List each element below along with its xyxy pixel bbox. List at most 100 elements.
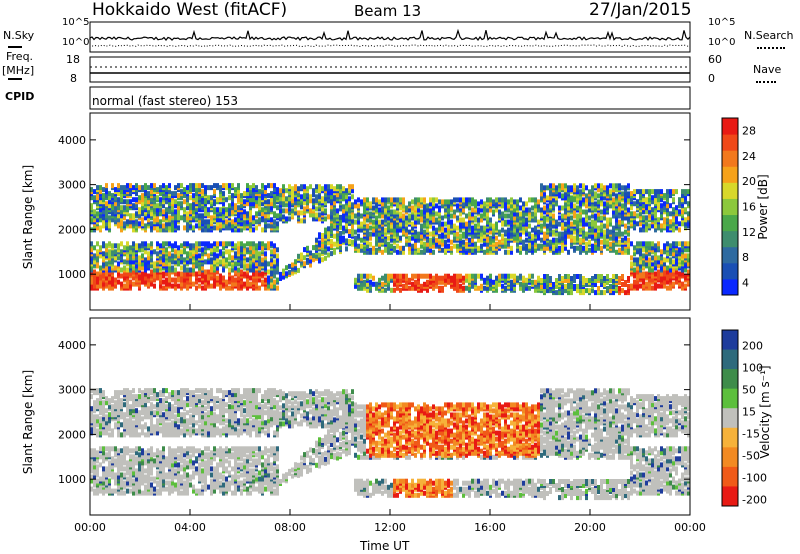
heatmap-cell <box>546 284 549 289</box>
heatmap-cell <box>660 283 663 289</box>
heatmap-cell <box>243 199 246 205</box>
heatmap-cell <box>165 281 168 287</box>
heatmap-cell <box>330 194 333 200</box>
heatmap-cell <box>231 193 234 199</box>
heatmap-cell <box>144 183 147 189</box>
heatmap-cell <box>186 259 189 265</box>
heatmap-cell <box>270 249 273 255</box>
heatmap-cell <box>126 205 129 211</box>
heatmap-cell <box>594 227 597 233</box>
heatmap-cell <box>336 232 339 238</box>
heatmap-cell <box>501 197 504 203</box>
heatmap-cell <box>249 189 252 195</box>
heatmap-cell <box>621 249 624 255</box>
heatmap-cell <box>246 211 249 217</box>
heatmap-cell <box>564 274 567 279</box>
heatmap-cell <box>339 224 342 230</box>
heatmap-cell <box>543 185 546 191</box>
heatmap-cell <box>114 265 117 271</box>
heatmap-cell <box>321 243 324 249</box>
heatmap-cell <box>663 217 666 223</box>
heatmap-cell <box>399 211 402 217</box>
heatmap-cell <box>414 205 417 211</box>
heatmap-cell <box>339 237 342 242</box>
heatmap-cell <box>666 285 669 291</box>
heatmap-cell <box>120 197 123 203</box>
heatmap-cell <box>204 283 207 289</box>
heatmap-cell <box>183 247 186 253</box>
heatmap-cell <box>327 184 330 190</box>
heatmap-cell <box>558 274 561 279</box>
heatmap-cell <box>375 203 378 209</box>
heatmap-cell <box>273 243 276 249</box>
heatmap-cell <box>366 243 369 249</box>
heatmap-cell <box>489 245 492 251</box>
heatmap-cell <box>504 213 507 219</box>
heatmap-cell <box>153 267 156 273</box>
heatmap-cell <box>390 201 393 207</box>
heatmap-cell <box>645 227 648 233</box>
heatmap-cell <box>582 217 585 223</box>
heatmap-cell <box>132 241 135 247</box>
heatmap-cell <box>429 207 432 213</box>
heatmap-cell <box>606 185 609 191</box>
heatmap-cell <box>594 282 597 287</box>
heatmap-cell <box>483 233 486 239</box>
heatmap-cell <box>420 239 423 245</box>
heatmap-cell <box>189 259 192 265</box>
heatmap-cell <box>546 278 549 283</box>
heatmap-cell <box>480 273 483 279</box>
heatmap-cell <box>96 468 99 474</box>
heatmap-cell <box>381 201 384 207</box>
heatmap-cell <box>501 211 504 217</box>
heatmap-cell <box>420 209 423 215</box>
heatmap-cell <box>366 287 369 293</box>
heatmap-cell <box>435 283 438 289</box>
heatmap-cell <box>663 243 666 249</box>
heatmap-cell <box>249 267 252 273</box>
heatmap-cell <box>639 205 642 211</box>
heatmap-cell <box>174 199 177 205</box>
heatmap-cell <box>174 219 177 225</box>
heatmap-cell <box>354 199 357 205</box>
heatmap-cell <box>144 275 147 281</box>
heatmap-cell <box>519 285 522 291</box>
heatmap-cell <box>234 251 237 257</box>
heatmap-cell <box>480 243 483 249</box>
heatmap-cell <box>270 283 273 289</box>
heatmap-cell <box>222 251 225 257</box>
heatmap-cell <box>105 408 108 414</box>
heatmap-cell <box>132 185 135 191</box>
heatmap-cell <box>636 241 639 247</box>
heatmap-cell <box>648 223 651 229</box>
heatmap-cell <box>462 201 465 207</box>
heatmap-cell <box>90 283 93 289</box>
heatmap-cell <box>420 197 423 203</box>
heatmap-cell <box>432 281 435 287</box>
heatmap-cell <box>456 285 459 291</box>
heatmap-cell <box>648 197 651 203</box>
heatmap-cell <box>465 229 468 235</box>
heatmap-cell <box>105 261 108 267</box>
heatmap-cell <box>252 267 255 273</box>
heatmap-cell <box>513 215 516 221</box>
heatmap-cell <box>156 187 159 193</box>
heatmap-cell <box>324 196 327 202</box>
heatmap-cell <box>471 273 474 279</box>
heatmap-cell <box>183 241 186 247</box>
heatmap-cell <box>108 253 111 259</box>
heatmap-cell <box>561 231 564 237</box>
heatmap-cell <box>237 271 240 277</box>
heatmap-cell <box>654 259 657 265</box>
nsky-legend-line <box>8 46 22 48</box>
heatmap-cell <box>306 245 309 251</box>
heatmap-cell <box>351 184 354 190</box>
heatmap-cell <box>186 283 189 289</box>
heatmap-cell <box>684 273 687 279</box>
heatmap-cell <box>219 207 222 213</box>
heatmap-cell <box>357 219 360 225</box>
heatmap-cell <box>558 183 561 189</box>
heatmap-cell <box>240 241 243 247</box>
heatmap-cell <box>333 216 336 222</box>
heatmap-cell <box>378 277 381 283</box>
